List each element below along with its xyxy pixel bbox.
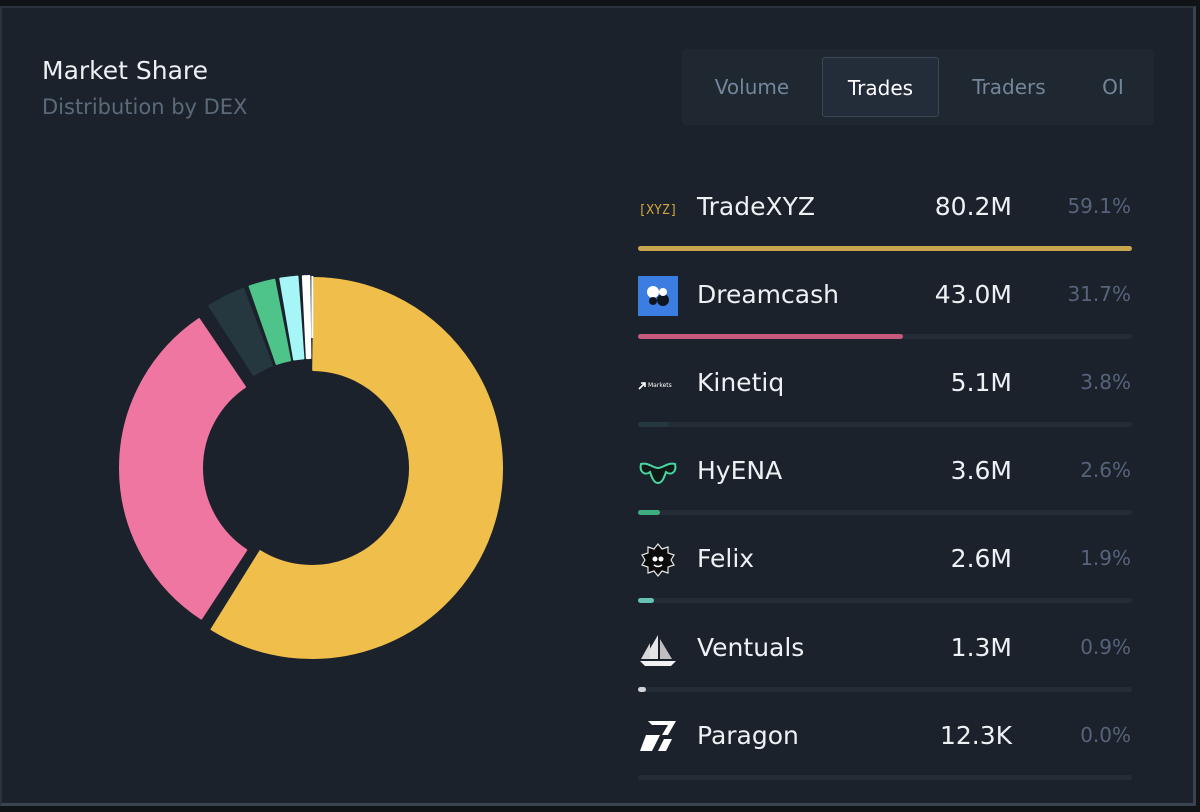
tab-trades[interactable]: Trades	[822, 57, 939, 117]
dex-percent: 59.1%	[1067, 194, 1131, 218]
legend-row-dreamcash[interactable]: Dreamcash 43.0M 31.7%	[638, 262, 1132, 350]
market-share-card: Market Share Distribution by DEX Volume …	[0, 6, 1196, 806]
share-bar-track	[638, 422, 1132, 427]
dex-value: 3.6M	[950, 456, 1012, 485]
share-bar-track	[638, 246, 1132, 251]
donut-chart	[119, 275, 503, 659]
legend-row-kinetiq[interactable]: Markets Kinetiq 5.1M 3.8%	[638, 350, 1132, 438]
hyena-logo	[639, 462, 677, 485]
legend-row-paragon[interactable]: Paragon 12.3K 0.0%	[638, 703, 1132, 791]
dex-percent: 1.9%	[1080, 546, 1131, 570]
dex-value: 43.0M	[934, 280, 1012, 309]
dex-percent: 3.8%	[1080, 370, 1131, 394]
dex-name: Kinetiq	[697, 368, 785, 397]
dex-value: 5.1M	[950, 368, 1012, 397]
share-bar-track	[638, 510, 1132, 515]
share-bar-track	[638, 775, 1132, 780]
dex-name: Dreamcash	[697, 280, 839, 309]
tab-volume[interactable]: Volume	[714, 75, 790, 99]
share-bar-fill	[638, 687, 646, 692]
paragon-logo	[640, 721, 676, 751]
card-subtitle: Distribution by DEX	[42, 95, 248, 119]
share-bar-fill	[638, 334, 903, 339]
tab-traders[interactable]: Traders	[972, 75, 1046, 99]
xyz-logo: [XYZ]	[638, 203, 677, 218]
share-bar-fill	[638, 246, 1132, 251]
donut-slice-dreamcash[interactable]	[119, 318, 248, 620]
donut-slice-tradexyz[interactable]	[210, 277, 503, 659]
ventuals-logo	[640, 635, 676, 666]
legend-row-hyena[interactable]: HyENA 3.6M 2.6%	[638, 438, 1132, 526]
dex-percent: 31.7%	[1067, 282, 1131, 306]
dex-value: 2.6M	[950, 544, 1012, 573]
metric-tabs: Volume Trades Traders OI	[682, 49, 1154, 125]
dex-name: HyENA	[697, 456, 783, 485]
kinetiq-logo: Markets	[638, 382, 672, 390]
donut-slice-kinetiq[interactable]	[208, 287, 274, 376]
felix-logo	[641, 543, 675, 577]
dreamcash-logo	[638, 276, 678, 316]
dex-name: Felix	[697, 544, 755, 573]
dex-name: Ventuals	[697, 633, 805, 662]
share-bar-fill	[638, 598, 654, 603]
share-bar-fill	[638, 510, 661, 515]
legend-row-ventuals[interactable]: Ventuals 1.3M 0.9%	[638, 615, 1132, 703]
dex-value: 12.3K	[939, 721, 1012, 750]
dex-name: TradeXYZ	[697, 192, 815, 221]
dex-percent: 0.9%	[1080, 635, 1131, 659]
share-bar-track	[638, 334, 1132, 339]
legend-row-tradexyz[interactable]: [XYZ] TradeXYZ 80.2M 59.1%	[638, 174, 1132, 262]
dex-percent: 2.6%	[1080, 458, 1131, 482]
donut-slice-felix[interactable]	[279, 275, 305, 361]
donut-slice-hyena[interactable]	[248, 278, 292, 365]
share-bar-track	[638, 598, 1132, 603]
dex-value: 1.3M	[950, 633, 1012, 662]
dex-percent: 0.0%	[1080, 723, 1131, 747]
dex-value: 80.2M	[934, 192, 1012, 221]
donut-slice-ventuals[interactable]	[301, 275, 312, 360]
svg-text:[XYZ]: [XYZ]	[638, 203, 677, 218]
share-bar-track	[638, 687, 1132, 692]
dex-name: Paragon	[697, 721, 799, 750]
legend-row-felix[interactable]: Felix 2.6M 1.9%	[638, 526, 1132, 614]
svg-text:Markets: Markets	[648, 382, 672, 389]
card-title: Market Share	[42, 56, 209, 85]
share-bar-fill	[638, 422, 670, 427]
tab-oi[interactable]: OI	[1102, 75, 1124, 99]
